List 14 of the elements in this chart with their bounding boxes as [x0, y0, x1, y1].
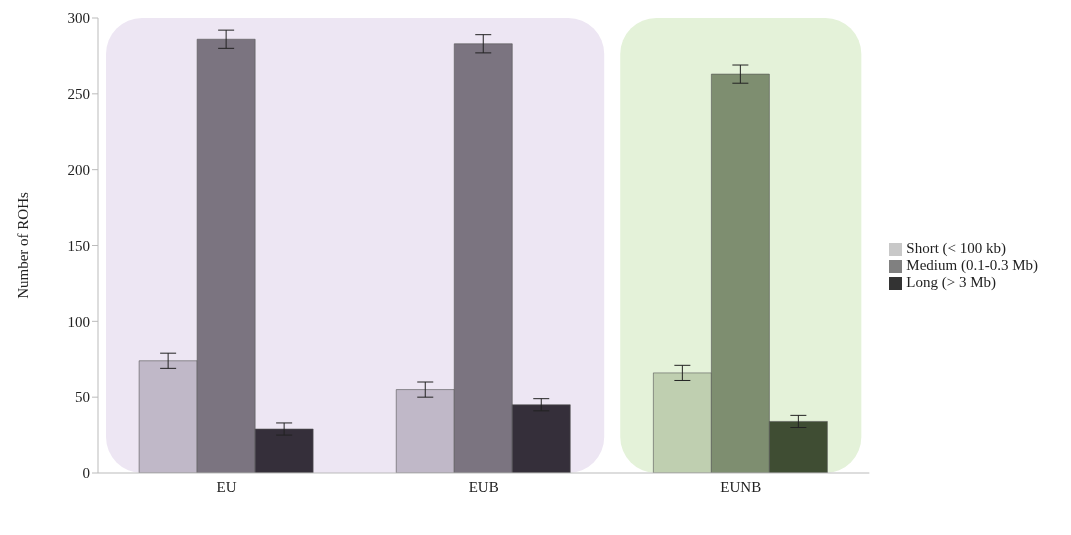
y-tick-label: 150	[67, 237, 90, 254]
x-tick-label: EUNB	[720, 478, 762, 495]
x-tick-label: EU	[216, 478, 237, 495]
y-tick-label: 200	[67, 161, 90, 178]
legend-label: Short (< 100 kb)	[906, 240, 1007, 256]
y-tick-label: 250	[67, 86, 90, 103]
x-tick-label: EUB	[468, 478, 499, 495]
legend-label: Long (> 3 Mb)	[906, 274, 997, 290]
y-tick-label: 100	[67, 313, 90, 330]
y-tick-label: 300	[67, 10, 90, 27]
legend-label: Medium (0.1-0.3 Mb)	[906, 257, 1038, 273]
y-tick-label: 0	[82, 465, 90, 482]
y-tick-label: 50	[75, 389, 90, 406]
y-axis-title: Number of ROHs	[15, 192, 32, 299]
